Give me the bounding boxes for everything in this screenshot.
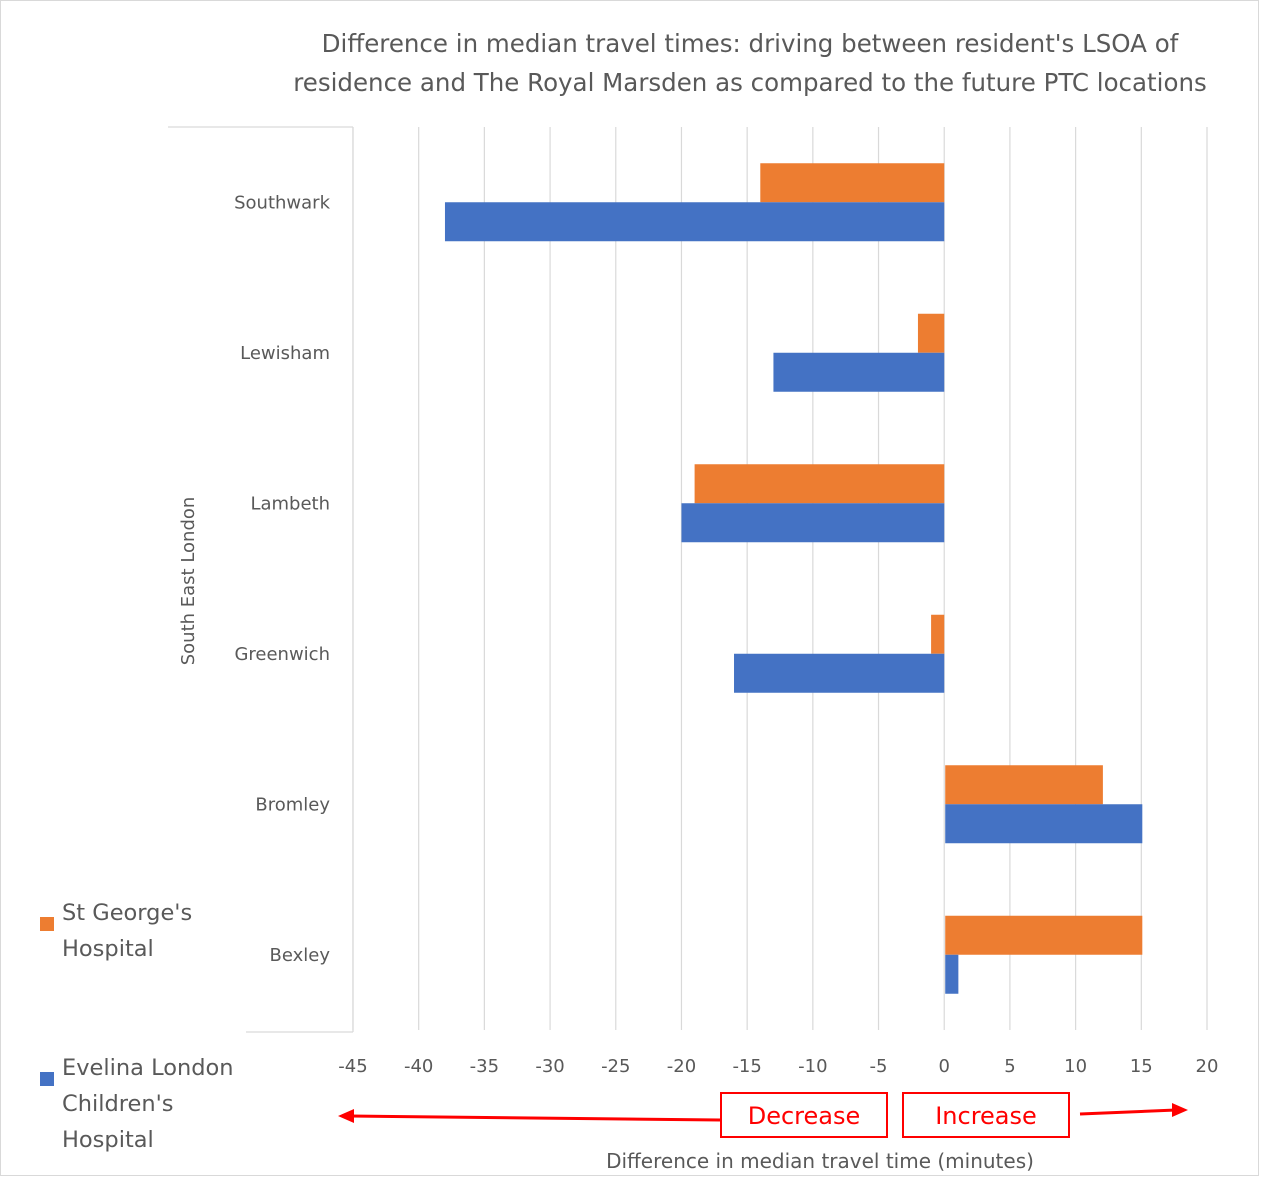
legend-item-st-georges: St George's Hospital xyxy=(40,895,192,967)
legend-label-line: Hospital xyxy=(62,1127,154,1153)
bar-evelina-greenwich xyxy=(734,653,945,693)
x-tick-label: -10 xyxy=(798,1056,827,1077)
increase-label: Increase xyxy=(902,1092,1070,1138)
bar-evelina-bromley xyxy=(945,804,1143,844)
gridlines xyxy=(352,127,1208,1030)
category-labels: Southwark Lewisham Lambeth Greenwich Bromley… xyxy=(234,192,330,966)
legend-item-evelina: Evelina London Children's Hospital xyxy=(40,1050,234,1158)
category-label: Greenwich xyxy=(234,644,330,665)
category-label: Bexley xyxy=(270,945,331,966)
decrease-arrow-line xyxy=(349,1114,721,1122)
decrease-arrowhead xyxy=(338,1109,354,1123)
x-tick-label: 10 xyxy=(1064,1056,1087,1077)
bar-evelina-lambeth xyxy=(681,503,945,543)
bar-st-georges-southwark xyxy=(760,163,945,203)
x-tick-label: -5 xyxy=(870,1056,888,1077)
x-tick-label: 15 xyxy=(1130,1056,1153,1077)
bar-st-georges-bexley xyxy=(945,915,1143,955)
x-tick-label: -40 xyxy=(404,1056,433,1077)
bars xyxy=(444,163,1143,994)
decrease-label: Decrease xyxy=(720,1092,888,1138)
x-tick-label: -20 xyxy=(667,1056,696,1077)
x-tick-label: -15 xyxy=(732,1056,761,1077)
x-tick-label: 0 xyxy=(939,1056,950,1077)
legend-label-line: Evelina London xyxy=(62,1055,234,1081)
bar-st-georges-lewisham xyxy=(917,313,945,353)
bar-st-georges-greenwich xyxy=(931,614,945,654)
legend-swatch-orange xyxy=(40,917,54,931)
increase-arrowhead xyxy=(1172,1103,1188,1117)
chart-title-line-1: Difference in median travel times: drivi… xyxy=(321,29,1179,58)
bar-evelina-southwark xyxy=(444,202,945,242)
x-tick-label: 20 xyxy=(1196,1056,1219,1077)
bar-evelina-bexley xyxy=(945,954,959,994)
x-tick-label: -45 xyxy=(338,1056,367,1077)
legend-label-line: Children's xyxy=(62,1091,174,1117)
category-axis xyxy=(168,126,354,1033)
x-tick-label: -35 xyxy=(470,1056,499,1077)
category-label: Southwark xyxy=(234,192,330,213)
x-tick-label: -25 xyxy=(601,1056,630,1077)
bar-st-georges-bromley xyxy=(945,765,1103,805)
legend-swatch-blue xyxy=(40,1072,54,1086)
category-label: Bromley xyxy=(255,794,330,815)
x-tick-label: -30 xyxy=(535,1056,564,1077)
chart-title: Difference in median travel times: drivi… xyxy=(250,24,1250,102)
category-label: Lewisham xyxy=(240,343,330,364)
group-label: South East London xyxy=(178,497,199,666)
chart-title-line-2: residence and The Royal Marsden as compa… xyxy=(293,68,1207,97)
x-axis-label: Difference in median travel time (minute… xyxy=(606,1149,1034,1173)
legend-label-line: St George's xyxy=(62,900,193,926)
bar-st-georges-lambeth xyxy=(694,464,945,504)
x-tick-label: 5 xyxy=(1004,1056,1015,1077)
category-label: Lambeth xyxy=(250,493,330,514)
legend-label-line: Hospital xyxy=(62,936,154,962)
increase-arrow-line xyxy=(1079,1108,1177,1116)
direction-arrows xyxy=(338,1103,1188,1123)
bar-evelina-lewisham xyxy=(773,352,945,392)
x-tick-labels: -45 -40 -35 -30 -25 -20 -15 -10 -5 0 5 10 15 20 xyxy=(338,1056,1218,1077)
